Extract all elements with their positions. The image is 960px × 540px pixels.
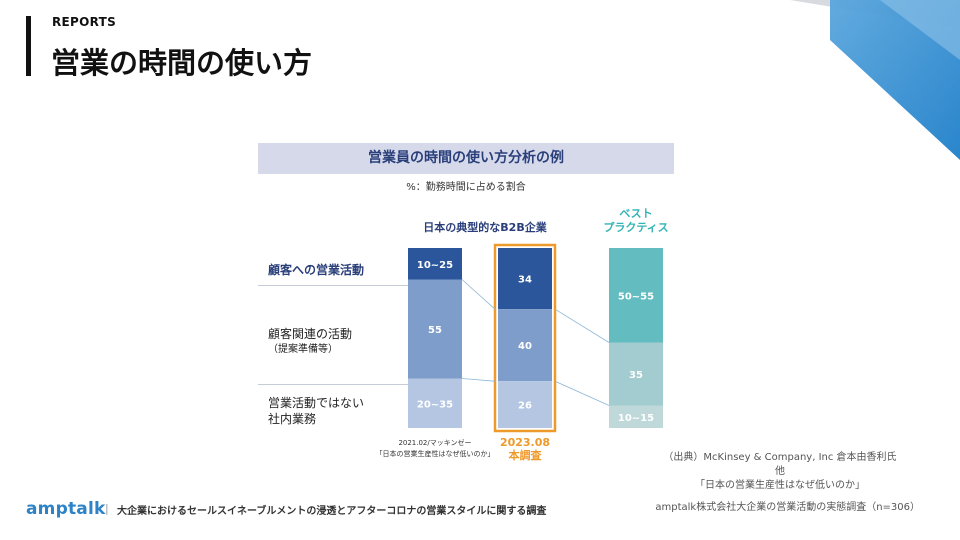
group-label-best-line1: ベスト — [619, 207, 653, 220]
bar-value-label: 10~25 — [417, 260, 453, 271]
bar-segment — [609, 342, 663, 406]
bar-segment — [609, 405, 663, 428]
title-accent-bar — [26, 16, 31, 76]
citation-line2: 「日本の営業生産性はなぜ低いのか」 — [695, 480, 865, 491]
group-label-main: 日本の典型的なB2B企業 — [423, 221, 547, 234]
category-label-internal: 営業活動ではない 社内業務 — [268, 395, 364, 427]
connector-line — [554, 308, 610, 343]
category-separator — [258, 285, 408, 286]
source-date: 2021.02/マッキンゼー — [398, 439, 472, 447]
chart-title: 営業員の時間の使い方分析の例 — [258, 143, 674, 174]
bar-value-label: 10~15 — [618, 413, 654, 424]
connector-line — [461, 279, 496, 310]
category-label-customer-related: 顧客関連の活動 （提案準備等） — [268, 326, 352, 358]
bar-value-label: 55 — [428, 325, 442, 336]
category-label-internal-sub: 社内業務 — [268, 412, 317, 426]
bar-segment — [408, 279, 462, 379]
category-separator — [258, 384, 408, 385]
connector-line — [461, 378, 496, 382]
page-title: 営業の時間の使い方 — [51, 46, 313, 80]
bar-value-label: 34 — [518, 275, 532, 286]
survey-note: amptalk株式会社大企業の営業活動の実態調査（n=306） — [655, 502, 920, 513]
group-label-best-line2: プラクティス — [603, 221, 669, 234]
section-eyebrow: REPORTS — [52, 15, 117, 29]
chart-subtitle: %：勤務時間に占める割合 — [406, 182, 526, 193]
category-label-customer-related-main: 顧客関連の活動 — [268, 327, 353, 341]
bar-segment — [408, 248, 462, 280]
bar-segment — [498, 248, 552, 310]
footer-text: 大企業におけるセールスイネーブルメントの浸透とアフターコロナの営業スタイルに関す… — [117, 506, 547, 517]
source-title: 「日本の営業生産性はなぜ低いのか」 — [375, 450, 495, 458]
bar-value-label: 26 — [518, 401, 532, 412]
bar-value-label: 50~55 — [618, 291, 654, 302]
bar-segment — [498, 309, 552, 382]
category-label-customer-related-sub: （提案準備等） — [268, 344, 338, 355]
citation-line1: （出典）McKinsey & Company, Inc 倉本由香利氏他 — [663, 452, 897, 477]
bar-label-this-survey: 2023.08 本調査 — [496, 436, 554, 462]
connector-line — [554, 380, 610, 406]
brand-logo: amptalk — [26, 499, 106, 519]
group-label-best: ベスト プラクティス — [595, 207, 677, 235]
bar-segment — [609, 248, 663, 343]
bar-segment — [498, 381, 552, 428]
citation: （出典）McKinsey & Company, Inc 倉本由香利氏他 「日本の… — [660, 451, 900, 493]
bar-value-label: 35 — [629, 370, 643, 381]
highlight-frame — [493, 243, 557, 433]
survey-date: 2023.08 — [499, 436, 551, 449]
corner-decoration — [790, 0, 960, 160]
bar-segment — [408, 378, 462, 428]
bar-label-mckinsey: 2021.02/マッキンゼー 「日本の営業生産性はなぜ低いのか」 — [368, 438, 502, 460]
category-label-customer-sales: 顧客への営業活動 — [268, 263, 365, 277]
footer-separator: | — [105, 502, 109, 515]
survey-label: 本調査 — [508, 449, 542, 462]
bar-value-label: 20~35 — [417, 399, 453, 410]
bar-value-label: 40 — [518, 341, 532, 352]
category-label-internal-main: 営業活動ではない — [268, 396, 365, 410]
